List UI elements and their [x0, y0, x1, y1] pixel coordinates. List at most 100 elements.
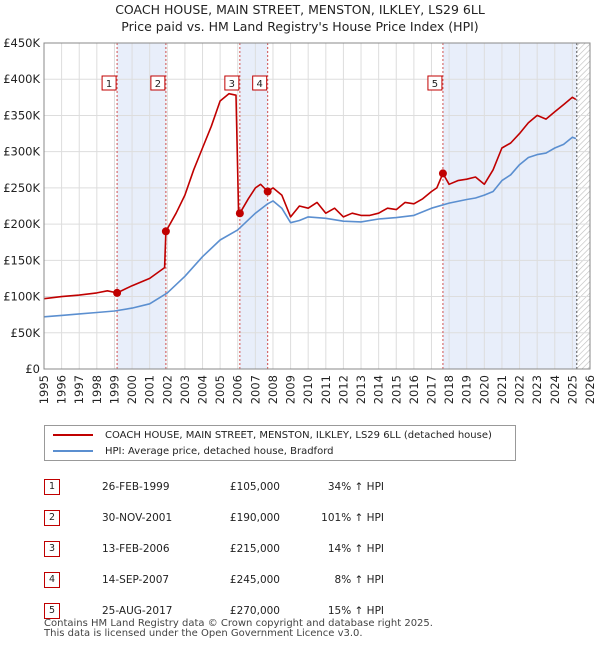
sale-date-cell: 30-NOV-2001 [102, 502, 202, 533]
sale-hpi-change-cell: 101% ↑ HPI [280, 502, 384, 533]
y-tick-label: £350K [3, 108, 40, 122]
table-row: 4 14-SEP-2007 £245,000 8% ↑ HPI [44, 564, 384, 595]
shaded-period [117, 43, 166, 369]
sale-label-text: 4 [256, 79, 262, 90]
sale-number: 5 [44, 602, 60, 619]
legend-item-property: COACH HOUSE, MAIN STREET, MENSTON, ILKLE… [53, 427, 492, 443]
legend: COACH HOUSE, MAIN STREET, MENSTON, ILKLE… [44, 425, 516, 461]
property-line-swatch [53, 434, 93, 436]
sale-number: 4 [44, 571, 60, 588]
sale-hpi-change: 15% ↑ HPI [327, 604, 384, 617]
sale-date-cell: 25-AUG-2017 [102, 595, 202, 626]
x-tick-label: 2007 [248, 375, 262, 404]
y-tick-label: £250K [3, 181, 40, 195]
sale-date: 30-NOV-2001 [102, 511, 173, 524]
sale-label-box [252, 75, 268, 91]
table-row: 2 30-NOV-2001 £190,000 101% ↑ HPI [44, 502, 384, 533]
sale-price: £215,000 [229, 542, 280, 555]
sale-number: 3 [44, 540, 60, 557]
x-tick-label: 2009 [284, 375, 298, 404]
legend-hpi-label: HPI: Average price, detached house, Brad… [105, 445, 334, 457]
sale-price-cell: £245,000 [202, 564, 280, 595]
x-tick-label: 2017 [424, 375, 438, 404]
sale-point [438, 169, 447, 178]
y-tick-label: £200K [3, 217, 40, 231]
sale-hpi-change-cell: 8% ↑ HPI [280, 564, 384, 595]
y-tick-label: £450K [3, 36, 40, 50]
x-tick-label: 2018 [442, 375, 456, 404]
sale-price-cell: £215,000 [202, 533, 280, 564]
sale-label-text: 2 [155, 79, 161, 90]
x-tick-label: 2016 [407, 375, 421, 404]
sale-hpi-change: 8% ↑ HPI [334, 573, 384, 586]
y-tick-label: £0 [25, 362, 40, 376]
x-tick-label: 2014 [372, 375, 386, 404]
footer: Contains HM Land Registry data © Crown c… [44, 619, 433, 639]
table-row: 3 13-FEB-2006 £215,000 14% ↑ HPI [44, 533, 384, 564]
plot-frame [43, 42, 591, 370]
x-tick-label: 2019 [460, 375, 474, 404]
sale-label-box [101, 75, 117, 91]
chart-title-line1: COACH HOUSE, MAIN STREET, MENSTON, ILKLE… [115, 2, 485, 17]
sale-label-text: 3 [229, 79, 235, 90]
x-tick-label: 2001 [143, 375, 157, 404]
x-tick-label: 2003 [178, 375, 192, 404]
x-tick-label: 2012 [336, 375, 350, 404]
x-tick-label: 1995 [37, 375, 51, 404]
x-tick-label: 2005 [213, 375, 227, 404]
table-row: 1 26-FEB-1999 £105,000 34% ↑ HPI [44, 471, 384, 502]
sale-number-cell: 5 [44, 595, 102, 626]
x-tick-label: 2006 [231, 375, 245, 404]
sale-point [161, 227, 170, 236]
sale-date-cell: 14-SEP-2007 [102, 564, 202, 595]
table-row: 5 25-AUG-2017 £270,000 15% ↑ HPI [44, 595, 384, 626]
sale-price-cell: £105,000 [202, 471, 280, 502]
hpi-line [43, 136, 577, 318]
y-tick-label: £50K [11, 326, 41, 340]
y-tick-label: £100K [3, 290, 40, 304]
x-tick-label: 2021 [495, 375, 509, 404]
x-tick-label: 2002 [160, 375, 174, 404]
sale-price: £270,000 [229, 604, 280, 617]
forecast-hatch [576, 43, 590, 369]
sale-label-text: 1 [106, 79, 112, 90]
footer-copyright: Contains HM Land Registry data © Crown c… [44, 618, 433, 629]
footer-license: This data is licensed under the Open Gov… [44, 628, 363, 639]
sale-number-cell: 3 [44, 533, 102, 564]
sale-label-box [427, 75, 443, 91]
sale-date: 26-FEB-1999 [102, 480, 170, 493]
sale-price-cell: £190,000 [202, 502, 280, 533]
sale-hpi-change: 101% ↑ HPI [321, 511, 384, 524]
sale-point [235, 209, 244, 218]
property-price-line [43, 92, 577, 300]
sale-number-cell: 2 [44, 502, 102, 533]
sale-date: 25-AUG-2017 [102, 604, 173, 617]
hpi-line-swatch [53, 450, 93, 452]
sale-date-cell: 26-FEB-1999 [102, 471, 202, 502]
sale-label-box [150, 75, 166, 91]
x-tick-label: 2015 [389, 375, 403, 404]
chart-title-line2: Price paid vs. HM Land Registry's House … [121, 19, 479, 34]
sale-price: £105,000 [229, 480, 280, 493]
sale-number-cell: 1 [44, 471, 102, 502]
x-tick-label: 1998 [90, 375, 104, 404]
sale-date-cell: 13-FEB-2006 [102, 533, 202, 564]
x-tick-label: 2026 [583, 375, 597, 404]
x-tick-label: 2010 [301, 375, 315, 404]
x-tick-label: 2008 [266, 375, 280, 404]
sale-price: £245,000 [229, 573, 280, 586]
sale-date: 14-SEP-2007 [102, 573, 170, 586]
shaded-period [442, 43, 577, 369]
x-tick-label: 1997 [72, 375, 86, 404]
x-tick-label: 2011 [319, 375, 333, 404]
x-tick-label: 1999 [107, 375, 121, 404]
y-tick-label: £150K [3, 253, 40, 267]
sale-price: £190,000 [229, 511, 280, 524]
x-tick-label: 2020 [477, 375, 491, 404]
sale-label-box [224, 75, 240, 91]
sale-hpi-change-cell: 15% ↑ HPI [280, 595, 384, 626]
x-tick-label: 2025 [565, 375, 579, 404]
x-tick-label: 1996 [55, 375, 69, 404]
x-tick-label: 2024 [548, 375, 562, 404]
sale-number: 2 [44, 509, 60, 526]
